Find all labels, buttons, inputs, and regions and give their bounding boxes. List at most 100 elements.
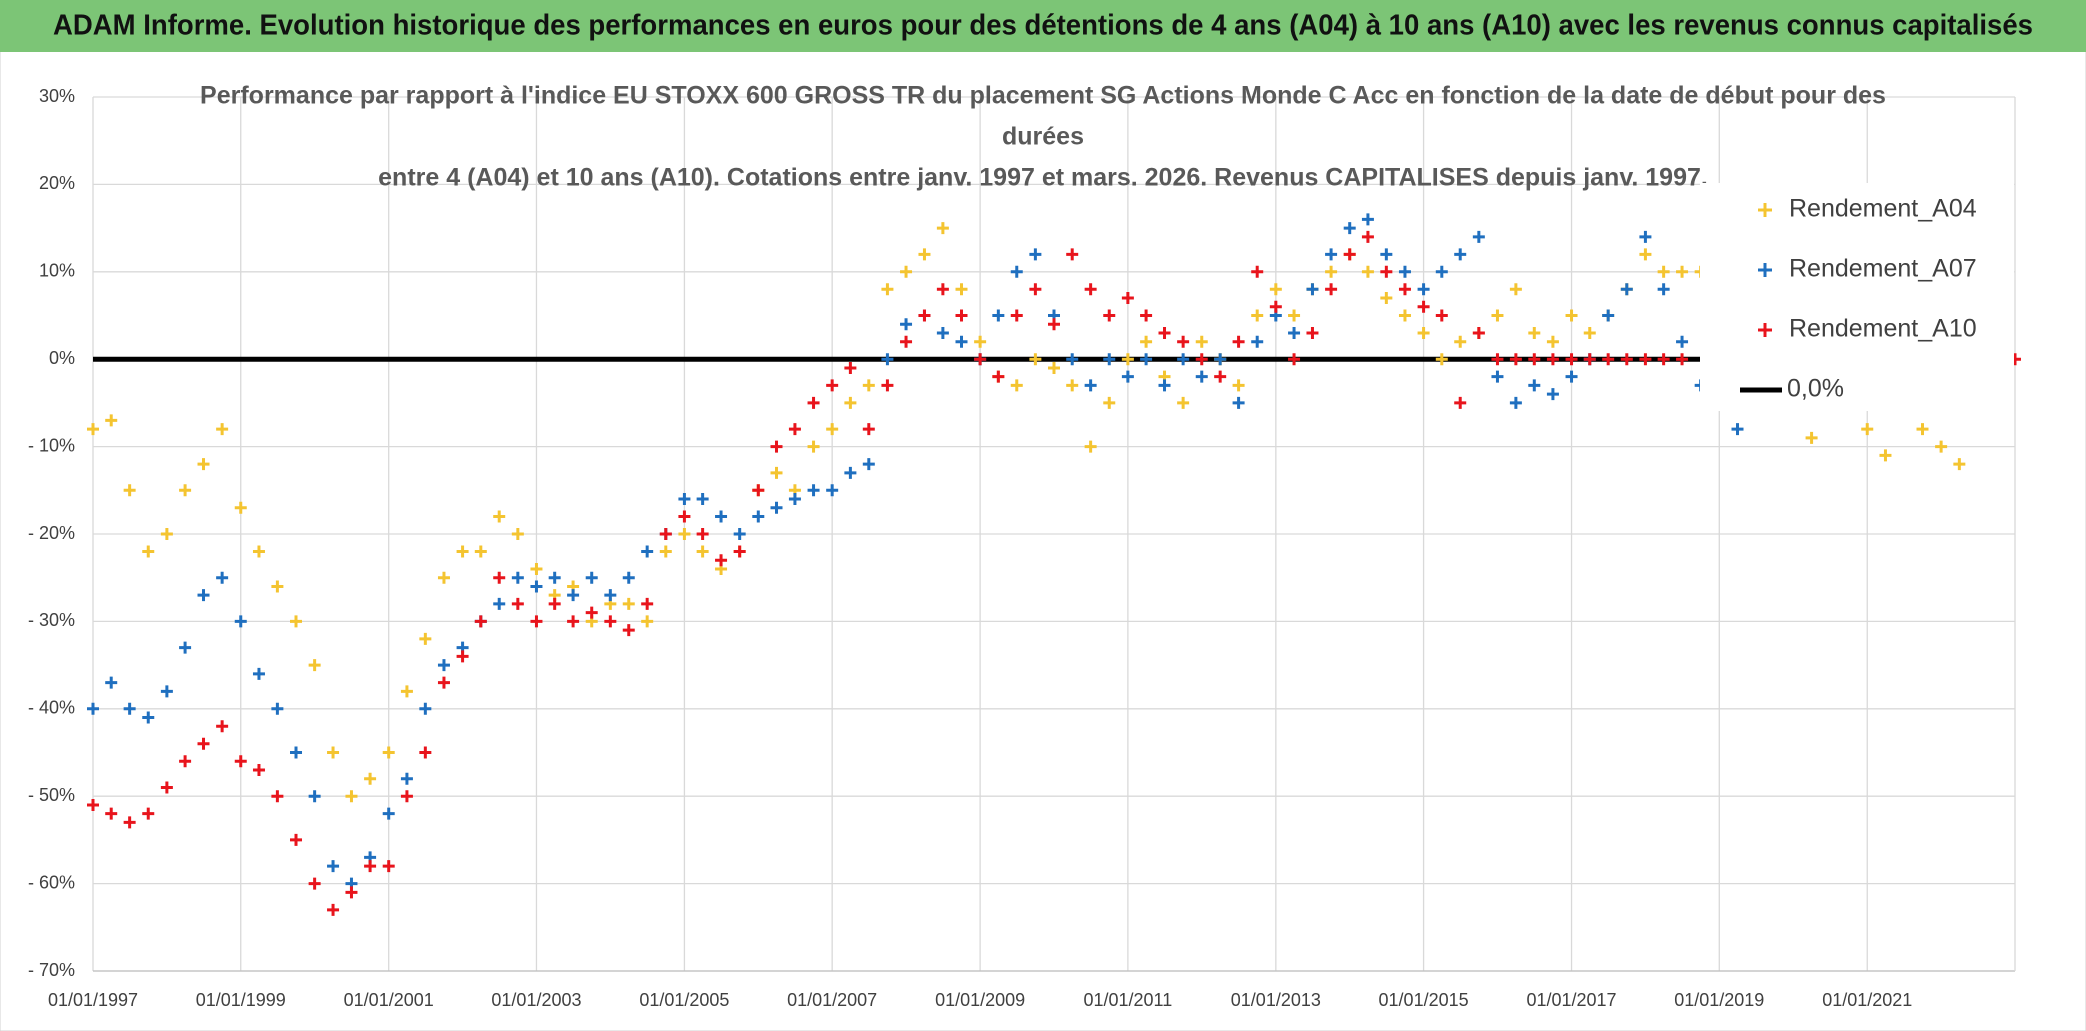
legend-label: Rendement_A04 (1789, 195, 1977, 223)
point (1010, 265, 1023, 278)
point (567, 615, 580, 628)
point (271, 580, 284, 593)
point (641, 545, 654, 558)
point (1103, 353, 1116, 366)
point (696, 528, 709, 540)
point (160, 528, 173, 540)
point (1620, 353, 1633, 366)
x-tick-label: 01/01/1999 (196, 990, 286, 1010)
point (364, 772, 377, 785)
point (179, 641, 192, 654)
legend-label: Rendement_A10 (1789, 315, 1977, 343)
point (1269, 300, 1282, 313)
point (1546, 353, 1559, 366)
point (918, 248, 931, 261)
point (1195, 353, 1208, 366)
point (1528, 353, 1541, 366)
point (234, 755, 247, 768)
point (234, 615, 247, 628)
point (548, 571, 561, 584)
point (252, 763, 265, 776)
point (1565, 353, 1578, 366)
point (216, 720, 229, 733)
point (1639, 248, 1652, 261)
point (900, 335, 913, 348)
point (1084, 379, 1097, 392)
chart-title: entre 4 (A04) et 10 ans (A10). Cotations… (378, 164, 1708, 192)
point (271, 702, 284, 715)
point (1269, 283, 1282, 296)
point (1103, 396, 1116, 409)
point (1546, 388, 1559, 401)
point (1953, 458, 1966, 471)
point (1177, 396, 1190, 409)
point (290, 615, 303, 628)
point (1325, 248, 1338, 261)
point (1361, 265, 1374, 278)
point (1325, 283, 1338, 296)
point (1657, 353, 1670, 366)
point (105, 807, 118, 820)
point (1084, 283, 1097, 296)
point (1398, 283, 1411, 296)
point (105, 676, 118, 689)
point (1676, 335, 1689, 348)
point (715, 554, 728, 567)
point (1029, 283, 1042, 296)
point (1472, 230, 1485, 243)
point (844, 361, 857, 374)
point (1140, 335, 1153, 348)
point (419, 702, 432, 715)
point (752, 510, 765, 523)
point (1140, 353, 1153, 366)
point (955, 283, 968, 296)
point (1343, 222, 1356, 235)
point (1528, 379, 1541, 392)
point (1583, 353, 1596, 366)
point (1546, 335, 1559, 348)
point (437, 571, 450, 584)
point (87, 423, 99, 436)
point (1417, 300, 1430, 313)
point (530, 562, 543, 575)
point (1676, 265, 1689, 278)
point (881, 379, 894, 392)
point (271, 790, 284, 803)
point (1380, 248, 1393, 261)
point (1565, 309, 1578, 322)
x-tick-label: 01/01/2001 (344, 990, 434, 1010)
point (123, 816, 136, 829)
point (585, 606, 598, 619)
point (974, 335, 987, 348)
point (900, 265, 913, 278)
y-tick-label: - 30% (28, 610, 75, 630)
marks (87, 213, 2021, 916)
y-tick-label: 20% (39, 173, 75, 193)
point (1177, 335, 1190, 348)
point (327, 860, 340, 873)
point (641, 615, 654, 628)
point (160, 781, 173, 794)
point (788, 423, 801, 436)
point (252, 667, 265, 680)
point (1380, 292, 1393, 305)
point (511, 597, 524, 610)
point (1251, 335, 1264, 348)
point (1509, 396, 1522, 409)
point (511, 571, 524, 584)
y-tick-label: - 50% (28, 785, 75, 805)
point (474, 615, 487, 628)
chart-title: durées (1002, 123, 1084, 151)
point (826, 484, 839, 497)
point (419, 746, 432, 759)
point (1325, 265, 1338, 278)
point (659, 545, 672, 558)
point (678, 528, 691, 540)
point (936, 222, 949, 235)
point (197, 737, 210, 750)
y-tick-label: - 60% (28, 872, 75, 892)
point (530, 580, 543, 593)
point (1121, 370, 1134, 383)
point (1491, 370, 1504, 383)
